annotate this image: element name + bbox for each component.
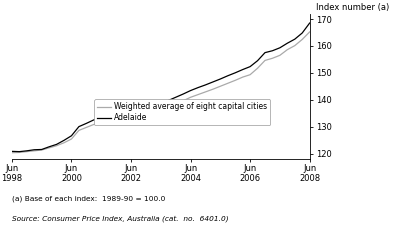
Adelaide (225, 74, 230, 77)
Adelaide (218, 78, 223, 80)
Weighted average of eight capital cities (62, 141, 66, 144)
Adelaide (144, 106, 148, 109)
Weighted average of eight capital cities (17, 151, 22, 154)
Legend: Weighted average of eight capital cities, Adelaide: Weighted average of eight capital cities… (94, 99, 270, 126)
Weighted average of eight capital cities (69, 138, 74, 140)
Weighted average of eight capital cities (24, 150, 29, 153)
Adelaide (240, 68, 245, 71)
Adelaide (292, 38, 297, 41)
Adelaide (210, 81, 215, 83)
Adelaide (32, 148, 37, 151)
Weighted average of eight capital cities (225, 82, 230, 85)
Adelaide (278, 47, 282, 49)
Adelaide (77, 125, 81, 128)
Adelaide (69, 134, 74, 137)
Adelaide (62, 139, 66, 142)
Adelaide (203, 84, 208, 86)
Weighted average of eight capital cities (203, 91, 208, 93)
Adelaide (255, 59, 260, 62)
Weighted average of eight capital cities (32, 149, 37, 152)
Weighted average of eight capital cities (285, 48, 290, 51)
Text: (a) Base of each index:  1989-90 = 100.0: (a) Base of each index: 1989-90 = 100.0 (12, 196, 165, 202)
Adelaide (285, 42, 290, 44)
Adelaide (188, 89, 193, 92)
Weighted average of eight capital cities (278, 54, 282, 57)
Weighted average of eight capital cities (121, 119, 126, 122)
Weighted average of eight capital cities (270, 57, 275, 60)
Adelaide (196, 86, 200, 89)
Weighted average of eight capital cities (188, 96, 193, 99)
Weighted average of eight capital cities (181, 99, 185, 102)
Adelaide (39, 148, 44, 151)
Weighted average of eight capital cities (240, 76, 245, 79)
Weighted average of eight capital cities (84, 126, 89, 129)
Weighted average of eight capital cities (248, 73, 252, 76)
Weighted average of eight capital cities (158, 108, 163, 110)
Y-axis label: Index number (a): Index number (a) (316, 3, 389, 12)
Weighted average of eight capital cities (292, 44, 297, 47)
Line: Adelaide: Adelaide (12, 23, 310, 152)
Adelaide (114, 115, 118, 118)
Weighted average of eight capital cities (166, 105, 171, 108)
Adelaide (270, 49, 275, 52)
Weighted average of eight capital cities (54, 144, 59, 147)
Adelaide (263, 51, 268, 54)
Adelaide (99, 117, 104, 120)
Adelaide (166, 99, 171, 102)
Weighted average of eight capital cities (99, 122, 104, 124)
Adelaide (54, 143, 59, 146)
Weighted average of eight capital cities (91, 123, 96, 126)
Adelaide (158, 101, 163, 104)
Adelaide (136, 108, 141, 111)
Weighted average of eight capital cities (263, 59, 268, 62)
Weighted average of eight capital cities (10, 151, 14, 154)
Weighted average of eight capital cities (47, 146, 52, 149)
Adelaide (17, 150, 22, 153)
Adelaide (300, 32, 304, 34)
Weighted average of eight capital cities (255, 67, 260, 70)
Weighted average of eight capital cities (151, 110, 156, 112)
Adelaide (248, 65, 252, 68)
Line: Weighted average of eight capital cities: Weighted average of eight capital cities (12, 32, 310, 153)
Weighted average of eight capital cities (106, 121, 111, 124)
Weighted average of eight capital cities (114, 120, 118, 123)
Weighted average of eight capital cities (173, 102, 178, 105)
Weighted average of eight capital cities (218, 85, 223, 88)
Adelaide (151, 104, 156, 106)
Weighted average of eight capital cities (77, 129, 81, 132)
Adelaide (84, 122, 89, 125)
Weighted average of eight capital cities (39, 149, 44, 151)
Adelaide (10, 150, 14, 153)
Weighted average of eight capital cities (144, 112, 148, 115)
Adelaide (106, 116, 111, 119)
Weighted average of eight capital cities (196, 93, 200, 96)
Adelaide (233, 72, 237, 74)
Weighted average of eight capital cities (300, 38, 304, 41)
Weighted average of eight capital cities (307, 31, 312, 33)
Weighted average of eight capital cities (136, 114, 141, 117)
Weighted average of eight capital cities (210, 88, 215, 91)
Adelaide (121, 114, 126, 116)
Adelaide (173, 96, 178, 99)
Adelaide (129, 111, 133, 114)
Weighted average of eight capital cities (233, 79, 237, 82)
Adelaide (307, 22, 312, 24)
Text: Source: Consumer Price Index, Australia (cat.  no.  6401.0): Source: Consumer Price Index, Australia … (12, 215, 229, 222)
Adelaide (47, 146, 52, 148)
Adelaide (24, 149, 29, 152)
Adelaide (91, 118, 96, 121)
Weighted average of eight capital cities (129, 117, 133, 120)
Adelaide (181, 93, 185, 95)
